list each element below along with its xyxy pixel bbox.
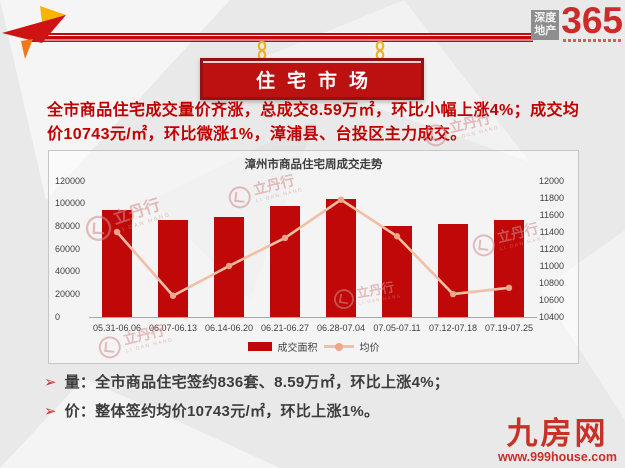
bar-07.12-07.18: [438, 223, 468, 317]
left-axis-tick: 120000: [55, 175, 86, 186]
section-title: 住宅市场: [255, 70, 380, 92]
paper-plane-arrow-icon: [0, 6, 140, 66]
chart-legend: 成交面积 均价: [49, 339, 578, 354]
legend-bar-swatch: [247, 342, 272, 351]
bar-06.28-07.04: [326, 199, 356, 317]
brand-logo-subtext: [563, 39, 622, 43]
x-axis-label: 06.07-06.13: [148, 323, 198, 333]
site-logo: 九房网 www.999house.com: [498, 418, 617, 464]
brand-logo: 深度 地产 365: [531, 0, 623, 43]
summary-paragraph: 全市商品住宅成交量价齐涨，总成交8.59万㎡，环比小幅上涨4%；成交均价1074…: [47, 102, 580, 143]
bar-07.05-07.11: [382, 226, 412, 317]
key-points: ➢ 量：全市商品住宅签约836套、8.59万㎡，环比上涨4%； ➢ 价：整体签约…: [44, 372, 604, 430]
brand-logo-line2: 地产: [534, 25, 557, 38]
x-axis-label: 06.28-07.04: [316, 323, 366, 333]
price-line-layer: [113, 196, 513, 299]
section-title-plaque: 住宅市场: [200, 58, 424, 100]
bullet-volume: ➢ 量：全市商品住宅签约836套、8.59万㎡，环比上涨4%；: [44, 372, 604, 393]
bar-05.31-06.06: [102, 210, 132, 317]
left-axis-tick: 0: [55, 311, 61, 322]
x-axis-label: 06.14-06.20: [204, 323, 254, 333]
right-axis-tick: 12000: [538, 175, 564, 186]
bar-07.19-07.25: [494, 219, 524, 317]
right-axis-tick: 11600: [539, 209, 564, 220]
left-axis-tick: 80000: [55, 220, 81, 231]
x-axis-label: 07.12-07.18: [428, 323, 478, 333]
right-axis-tick: 11400: [539, 226, 564, 237]
right-axis-tick: 10800: [538, 277, 564, 288]
bullet-volume-text: 量：全市商品住宅签约836套、8.59万㎡，环比上涨4%；: [64, 374, 450, 391]
header-ribbon: [28, 33, 533, 42]
x-axis-label: 06.21-06.27: [260, 323, 310, 333]
arrow-bullet-icon: ➢: [44, 403, 57, 420]
legend-label-area: 成交面积: [277, 343, 318, 354]
bar-06.07-06.13: [158, 219, 188, 317]
left-axis-tick: 20000: [55, 288, 81, 299]
right-axis-tick: 11000: [539, 260, 564, 271]
right-axis-tick: 10600: [538, 294, 564, 305]
brand-logo-number: 365: [561, 0, 623, 41]
brand-logo-characters: 深度 地产: [531, 10, 560, 41]
legend-label-price: 均价: [359, 343, 380, 354]
bullet-price-text: 价：整体签约均价10743元/㎡，环比上涨1%。: [64, 403, 380, 420]
x-axis-label: 07.05-07.11: [373, 323, 421, 333]
site-logo-url: www.999house.com: [497, 450, 617, 464]
chart-area: 漳州市商品住宅周成交走势 成交面积 均价 120000 100000 80000 60…: [48, 150, 579, 364]
brand-logo-line1: 深度: [534, 12, 557, 24]
chart-title: 漳州市商品住宅周成交走势: [244, 159, 383, 171]
legend-line-swatch: [323, 342, 354, 351]
arrow-bullet-icon: ➢: [44, 374, 57, 391]
right-axis-tick: 11200: [539, 243, 564, 254]
bar-06.21-06.27: [270, 205, 300, 317]
site-logo-name: 九房网: [506, 416, 609, 451]
right-axis-tick: 10400: [538, 311, 564, 322]
left-axis-tick: 40000: [55, 266, 81, 277]
x-axis-label: 07.19-07.25: [484, 323, 534, 333]
right-axis-tick: 11800: [539, 192, 564, 203]
bullet-price: ➢ 价：整体签约均价10743元/㎡，环比上涨1%。: [44, 401, 604, 422]
left-axis-tick: 60000: [55, 243, 81, 254]
plot-area: [89, 181, 537, 318]
x-axis-label: 05.31-06.06: [92, 323, 142, 333]
left-axis-tick: 100000: [55, 198, 86, 209]
